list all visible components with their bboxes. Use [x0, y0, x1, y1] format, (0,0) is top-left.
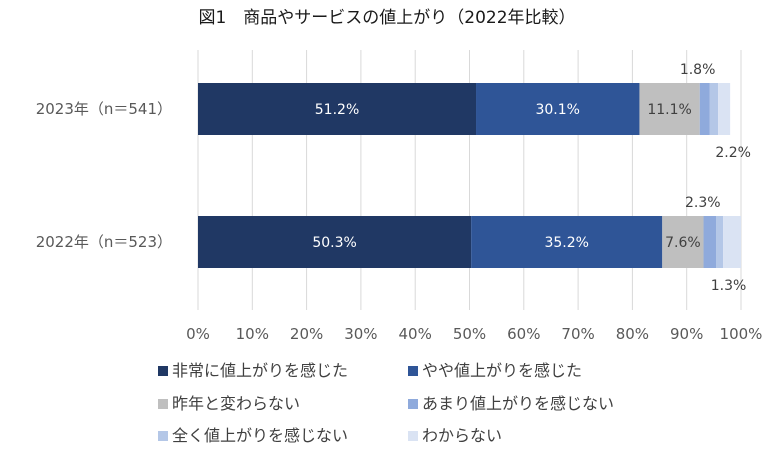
bars	[198, 83, 741, 268]
data-label: 50.3%	[312, 235, 356, 251]
bar-segment	[639, 83, 700, 135]
legend-swatch	[158, 399, 168, 409]
data-label: 1.3%	[711, 278, 747, 294]
legend-swatch	[408, 399, 418, 409]
data-label: 51.2%	[315, 102, 359, 118]
x-tick-label: 60%	[507, 325, 540, 343]
bar-segment	[703, 216, 717, 268]
x-tick-label: 100%	[720, 325, 763, 343]
bar-segment	[718, 83, 731, 135]
legend-swatch	[408, 431, 418, 441]
data-label: 2.2%	[715, 145, 751, 161]
data-label: 30.1%	[535, 102, 579, 118]
bar-segment	[198, 216, 472, 268]
legend-label: 全く値上がりを感じない	[172, 426, 348, 445]
bar-segment	[699, 83, 710, 135]
bar-segment	[476, 83, 640, 135]
data-labels: 51.2% 30.1% 11.1% 1.8% 2.2% 50.3% 35.2% 7.6% 2.3…	[312, 62, 751, 294]
x-tick-label: 20%	[290, 325, 323, 343]
x-tick-label: 80%	[616, 325, 649, 343]
legend-swatch	[158, 431, 168, 441]
x-tick-label: 70%	[561, 325, 594, 343]
legend-label: 昨年と変わらない	[172, 394, 300, 413]
category-label: 2023年（n＝541）	[36, 100, 172, 118]
bar-segment	[709, 83, 719, 135]
bar-segment	[723, 216, 741, 268]
legend-label: やや値上がりを感じた	[422, 361, 582, 380]
chart-title: 図1 商品やサービスの値上がり（2022年比較）	[198, 8, 575, 28]
data-label: 11.1%	[647, 102, 691, 118]
x-tick-label: 40%	[399, 325, 432, 343]
x-tick-label: 0%	[186, 325, 210, 343]
legend-label: わからない	[422, 426, 502, 445]
data-label: 7.6%	[665, 235, 701, 251]
legend-label: 非常に値上がりを感じた	[172, 361, 348, 380]
legend-swatch	[158, 366, 168, 376]
x-tick-label: 30%	[344, 325, 377, 343]
x-tick-label: 10%	[236, 325, 269, 343]
data-label: 1.8%	[680, 62, 716, 78]
data-label: 2.3%	[685, 195, 721, 211]
data-label: 35.2%	[544, 235, 588, 251]
bar-segment	[662, 216, 704, 268]
category-label: 2022年（n＝523）	[36, 233, 172, 251]
x-tick-label: 50%	[453, 325, 486, 343]
axes: 0% 10% 20% 30% 40% 50% 60% 70% 80% 90% 100% 2023年（n…	[36, 100, 763, 343]
bar-segment	[716, 216, 724, 268]
bar-segment	[198, 83, 477, 135]
legend-swatch	[408, 366, 418, 376]
x-tick-label: 90%	[670, 325, 703, 343]
bar-segment	[471, 216, 663, 268]
legend-label: あまり値上がりを感じない	[422, 394, 614, 413]
